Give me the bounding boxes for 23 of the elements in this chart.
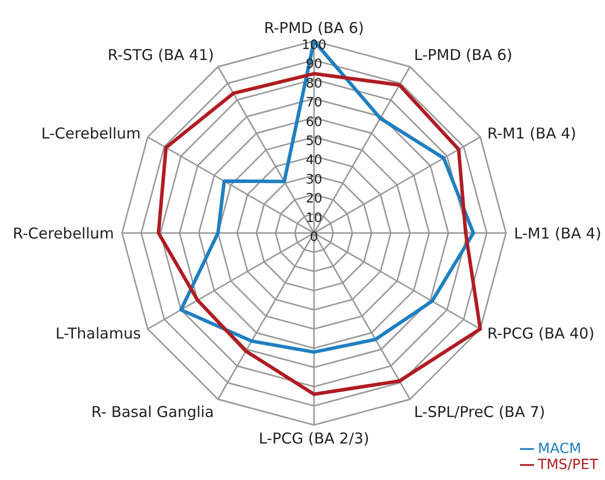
- y-tick-label: 60: [306, 114, 322, 130]
- y-tick-label: 20: [306, 192, 322, 207]
- y-tick-label: 10: [306, 210, 322, 226]
- spoke-label: R-Cerebellum: [12, 224, 114, 242]
- legend-label: MACM: [538, 441, 582, 457]
- spoke-label: R-PMD (BA 6): [264, 19, 364, 37]
- y-tick-label: 70: [306, 96, 322, 111]
- y-tick-label: 40: [306, 153, 322, 168]
- spoke-label: L-PCG (BA 2/3): [258, 430, 370, 448]
- spoke-label: L-Cerebellum: [41, 124, 141, 142]
- spoke-label: L-Thalamus: [56, 324, 141, 342]
- legend-label: TMS/PET: [538, 457, 598, 473]
- spoke-label: L-SPL/PreC (BA 7): [414, 402, 546, 421]
- y-tick-label: 80: [306, 76, 322, 92]
- spoke-label: L-PMD (BA 6): [414, 46, 512, 64]
- spoke-label: R-PCG (BA 40): [487, 324, 594, 342]
- spoke-label: R- Basal Ganglia: [91, 402, 214, 421]
- spoke-label: R-STG (BA 41): [108, 46, 214, 64]
- y-tick-label: 50: [306, 134, 322, 149]
- y-tick-label: 30: [306, 172, 322, 188]
- spoke-label: L-M1 (BA 4): [514, 224, 602, 242]
- spoke-label: R-M1 (BA 4): [487, 124, 576, 142]
- y-tick-label: 0: [310, 230, 318, 245]
